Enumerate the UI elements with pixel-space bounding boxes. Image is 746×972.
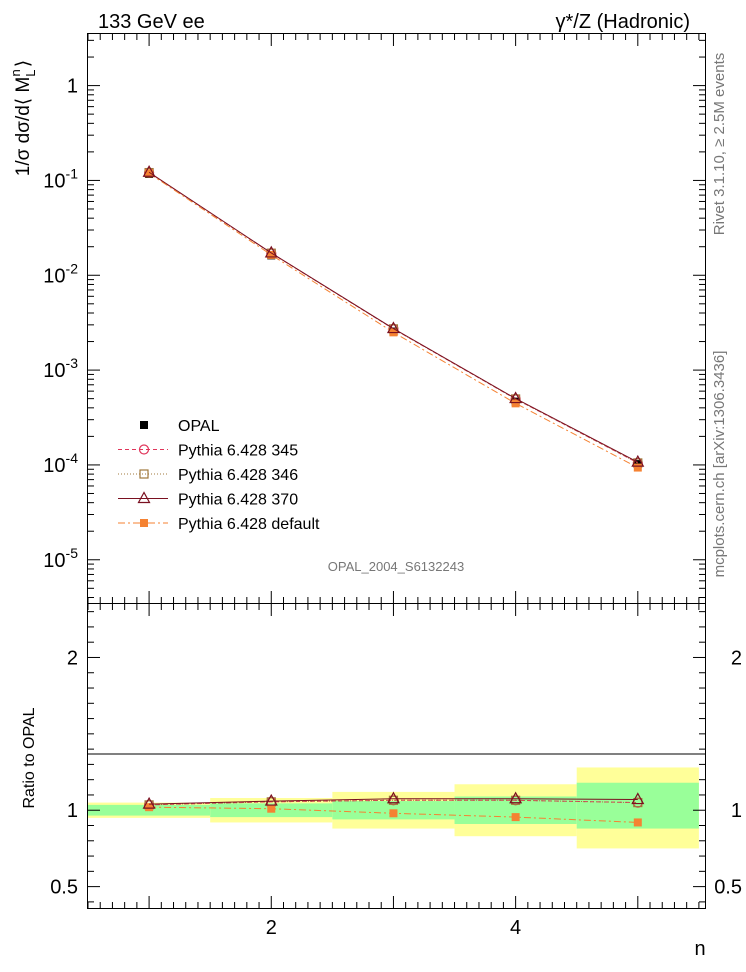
ratio-series: [142, 791, 645, 827]
legend: OPAL Pythia 6.428 345 Pythia 6.428 346 Pyth…: [118, 418, 320, 533]
legend-label: Pythia 6.428 default: [178, 516, 320, 533]
data-point: [264, 245, 278, 258]
legend-label: OPAL: [178, 418, 220, 435]
ratio-y-tick-label: 1: [67, 800, 78, 822]
y-tick-label: 10-5: [43, 545, 78, 572]
ratio-series-line: [149, 799, 638, 806]
legend-marker: [140, 519, 148, 527]
legend-marker: [140, 421, 148, 429]
ratio-data-point: [509, 791, 523, 804]
data-point: [142, 164, 156, 177]
data-point: [145, 169, 154, 178]
ratio-y-tick-label: 2: [67, 647, 78, 669]
analysis-watermark: OPAL_2004_S6132243: [328, 559, 464, 574]
ratio-data-point: [389, 809, 398, 818]
ratio-y-tick-label-right: 1: [731, 800, 742, 822]
ratio-y-tick-label: 0.5: [50, 877, 78, 899]
ratio-data-point: [386, 791, 400, 804]
ratio-data-point: [511, 813, 520, 822]
x-axis-label: n: [694, 938, 705, 960]
x-tick-label: 2: [266, 917, 277, 939]
ratio-data-point: [267, 804, 276, 813]
ratio-data-point: [145, 803, 154, 812]
header-right: γ*/Z (Hadronic): [556, 11, 690, 33]
ratio-series-line: [149, 799, 638, 806]
ratio-data-point: [631, 792, 645, 805]
y-tick-label: 10-1: [43, 165, 78, 192]
main-series: [142, 164, 645, 472]
data-point: [511, 399, 520, 408]
ratio-data-point: [633, 818, 642, 827]
legend-label: Pythia 6.428 370: [178, 492, 298, 509]
legend-label: Pythia 6.428 346: [178, 467, 298, 484]
data-point: [267, 250, 276, 259]
series-line: [148, 172, 639, 469]
legend-marker: [138, 444, 150, 455]
ratio-data-point: [264, 793, 278, 806]
y-tick-label: 10-4: [43, 450, 78, 477]
data-point: [631, 454, 645, 467]
mcplots-label: mcplots.cern.ch [arXiv:1306.3436]: [711, 351, 728, 578]
legend-label: Pythia 6.428 345: [178, 443, 298, 460]
main-y-axis-label: 1/σ dσ/d⟨ MLn⟩: [8, 60, 38, 176]
series-line: [148, 172, 639, 464]
header-left: 133 GeV ee: [98, 11, 205, 33]
data-point: [509, 391, 523, 404]
ratio-series-line: [149, 798, 638, 805]
series-line: [148, 172, 639, 464]
rivet-version-label: Rivet 3.1.10, ≥ 2.5M events: [711, 53, 728, 236]
series-line: [148, 171, 639, 463]
x-tick-label: 4: [510, 917, 521, 939]
ratio-plot-frame: [87, 603, 706, 909]
axis-ticks: 2 4 1 10-1 10-2 10-3 10-4 10-5 2 2 1 1 0.5 0.5: [43, 34, 742, 939]
ratio-y-tick-label-right: 0.5: [714, 877, 742, 899]
y-tick-label: 10-3: [43, 355, 78, 382]
y-tick-label: 10-2: [43, 260, 78, 287]
data-point: [633, 463, 642, 472]
y-tick-label: 1: [67, 76, 78, 98]
legend-marker: [139, 469, 149, 479]
ratio-y-axis-label: Ratio to OPAL: [21, 707, 38, 808]
data-point: [386, 321, 400, 334]
ratio-y-tick-label-right: 2: [731, 647, 742, 669]
ratio-data-point: [142, 796, 156, 809]
ratio-data-point: [633, 797, 643, 808]
legend-marker: [137, 491, 151, 504]
